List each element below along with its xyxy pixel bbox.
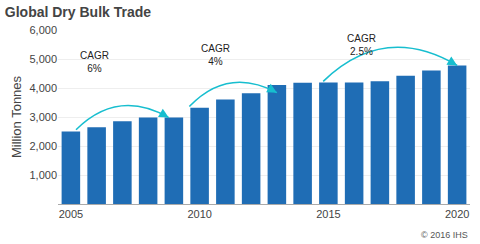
svg-text:2010: 2010 [187, 208, 211, 220]
svg-text:CAGR6%: CAGR6% [80, 50, 109, 74]
svg-text:5,000: 5,000 [29, 53, 57, 65]
svg-text:© 2016 IHS: © 2016 IHS [421, 230, 468, 240]
svg-text:CAGR4%: CAGR4% [201, 43, 230, 67]
svg-text:3,000: 3,000 [29, 111, 57, 123]
svg-text:4,000: 4,000 [29, 82, 57, 94]
svg-text:Million Tonnes: Million Tonnes [9, 75, 24, 158]
svg-text:CAGR2.5%: CAGR2.5% [347, 33, 376, 57]
svg-text:2,000: 2,000 [29, 140, 57, 152]
svg-text:2020: 2020 [445, 208, 469, 220]
svg-text:1,000: 1,000 [29, 169, 57, 181]
svg-text:2015: 2015 [316, 208, 340, 220]
svg-text:2005: 2005 [59, 208, 83, 220]
svg-text:6,000: 6,000 [29, 24, 57, 36]
svg-text:Global Dry Bulk Trade: Global Dry Bulk Trade [5, 4, 151, 20]
